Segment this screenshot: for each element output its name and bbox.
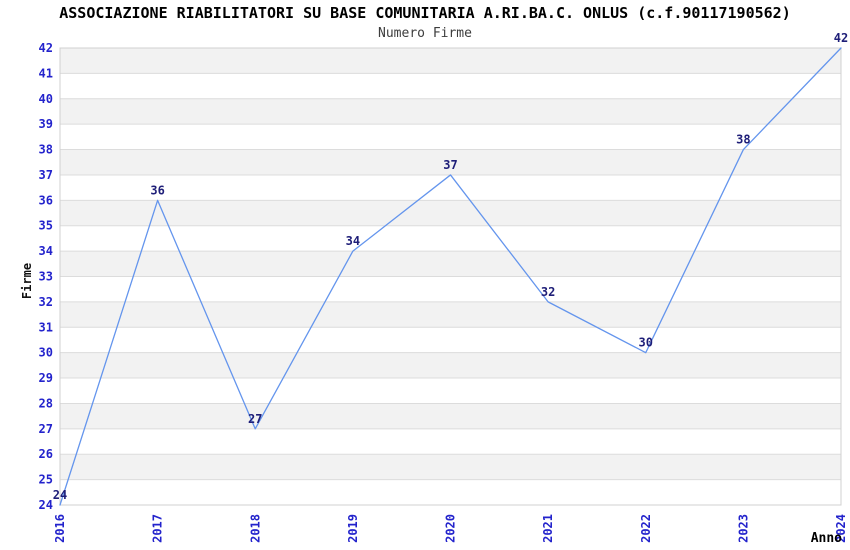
- point-label: 42: [834, 31, 848, 45]
- x-tick-label: 2021: [541, 514, 555, 543]
- point-label: 30: [639, 336, 653, 350]
- y-tick-label: 31: [39, 320, 53, 334]
- chart-subtitle: Numero Firme: [378, 26, 472, 41]
- data-line: [59, 47, 842, 506]
- point-label: 36: [150, 183, 164, 197]
- y-tick-label: 28: [39, 396, 53, 410]
- x-tick-label: 2016: [53, 514, 67, 543]
- y-tick-label: 38: [39, 143, 53, 157]
- plot-band: [60, 149, 841, 175]
- plot-band: [60, 98, 841, 125]
- y-tick-label: 39: [39, 117, 53, 131]
- y-tick-label: 25: [39, 473, 53, 487]
- point-label: 24: [53, 488, 67, 502]
- x-tick-label: 2018: [248, 514, 262, 543]
- x-tick-label: 2024: [834, 514, 848, 543]
- plot-band: [60, 454, 841, 480]
- y-tick-label: 36: [39, 193, 53, 207]
- x-tick-label: 2022: [639, 514, 653, 543]
- point-label: 37: [443, 158, 457, 172]
- y-tick-label: 26: [39, 447, 53, 461]
- y-tick-label: 30: [39, 346, 53, 360]
- y-tick-label: 24: [39, 498, 53, 512]
- y-tick-label: 29: [39, 371, 53, 385]
- y-tick-label: 35: [39, 219, 53, 233]
- x-tick-label: 2020: [444, 514, 458, 543]
- y-tick-label: 42: [39, 41, 53, 55]
- plot-band: [60, 48, 841, 74]
- x-tick-label: 2023: [736, 514, 750, 543]
- y-tick-label: 37: [39, 168, 53, 182]
- plot-border: [59, 47, 842, 506]
- y-tick-label: 32: [39, 295, 53, 309]
- x-axis-title: Anno: [810, 531, 842, 546]
- plot-band: [60, 200, 841, 226]
- plot-band: [60, 352, 841, 379]
- y-tick-label: 33: [39, 270, 53, 284]
- point-label: 27: [248, 412, 262, 426]
- point-label: 38: [736, 133, 750, 147]
- point-label: 32: [541, 285, 555, 299]
- plot-band: [60, 403, 841, 429]
- chart-title: ASSOCIAZIONE RIABILITATORI SU BASE COMUN…: [59, 4, 791, 22]
- y-tick-label: 27: [39, 422, 53, 436]
- plot-band: [60, 251, 841, 277]
- point-label: 34: [346, 234, 360, 248]
- y-tick-label: 40: [39, 92, 53, 106]
- x-tick-label: 2017: [151, 514, 165, 543]
- x-tick-label: 2019: [346, 514, 360, 543]
- plot-band: [60, 301, 841, 328]
- y-tick-label: 34: [39, 244, 53, 258]
- y-tick-label: 41: [39, 66, 53, 80]
